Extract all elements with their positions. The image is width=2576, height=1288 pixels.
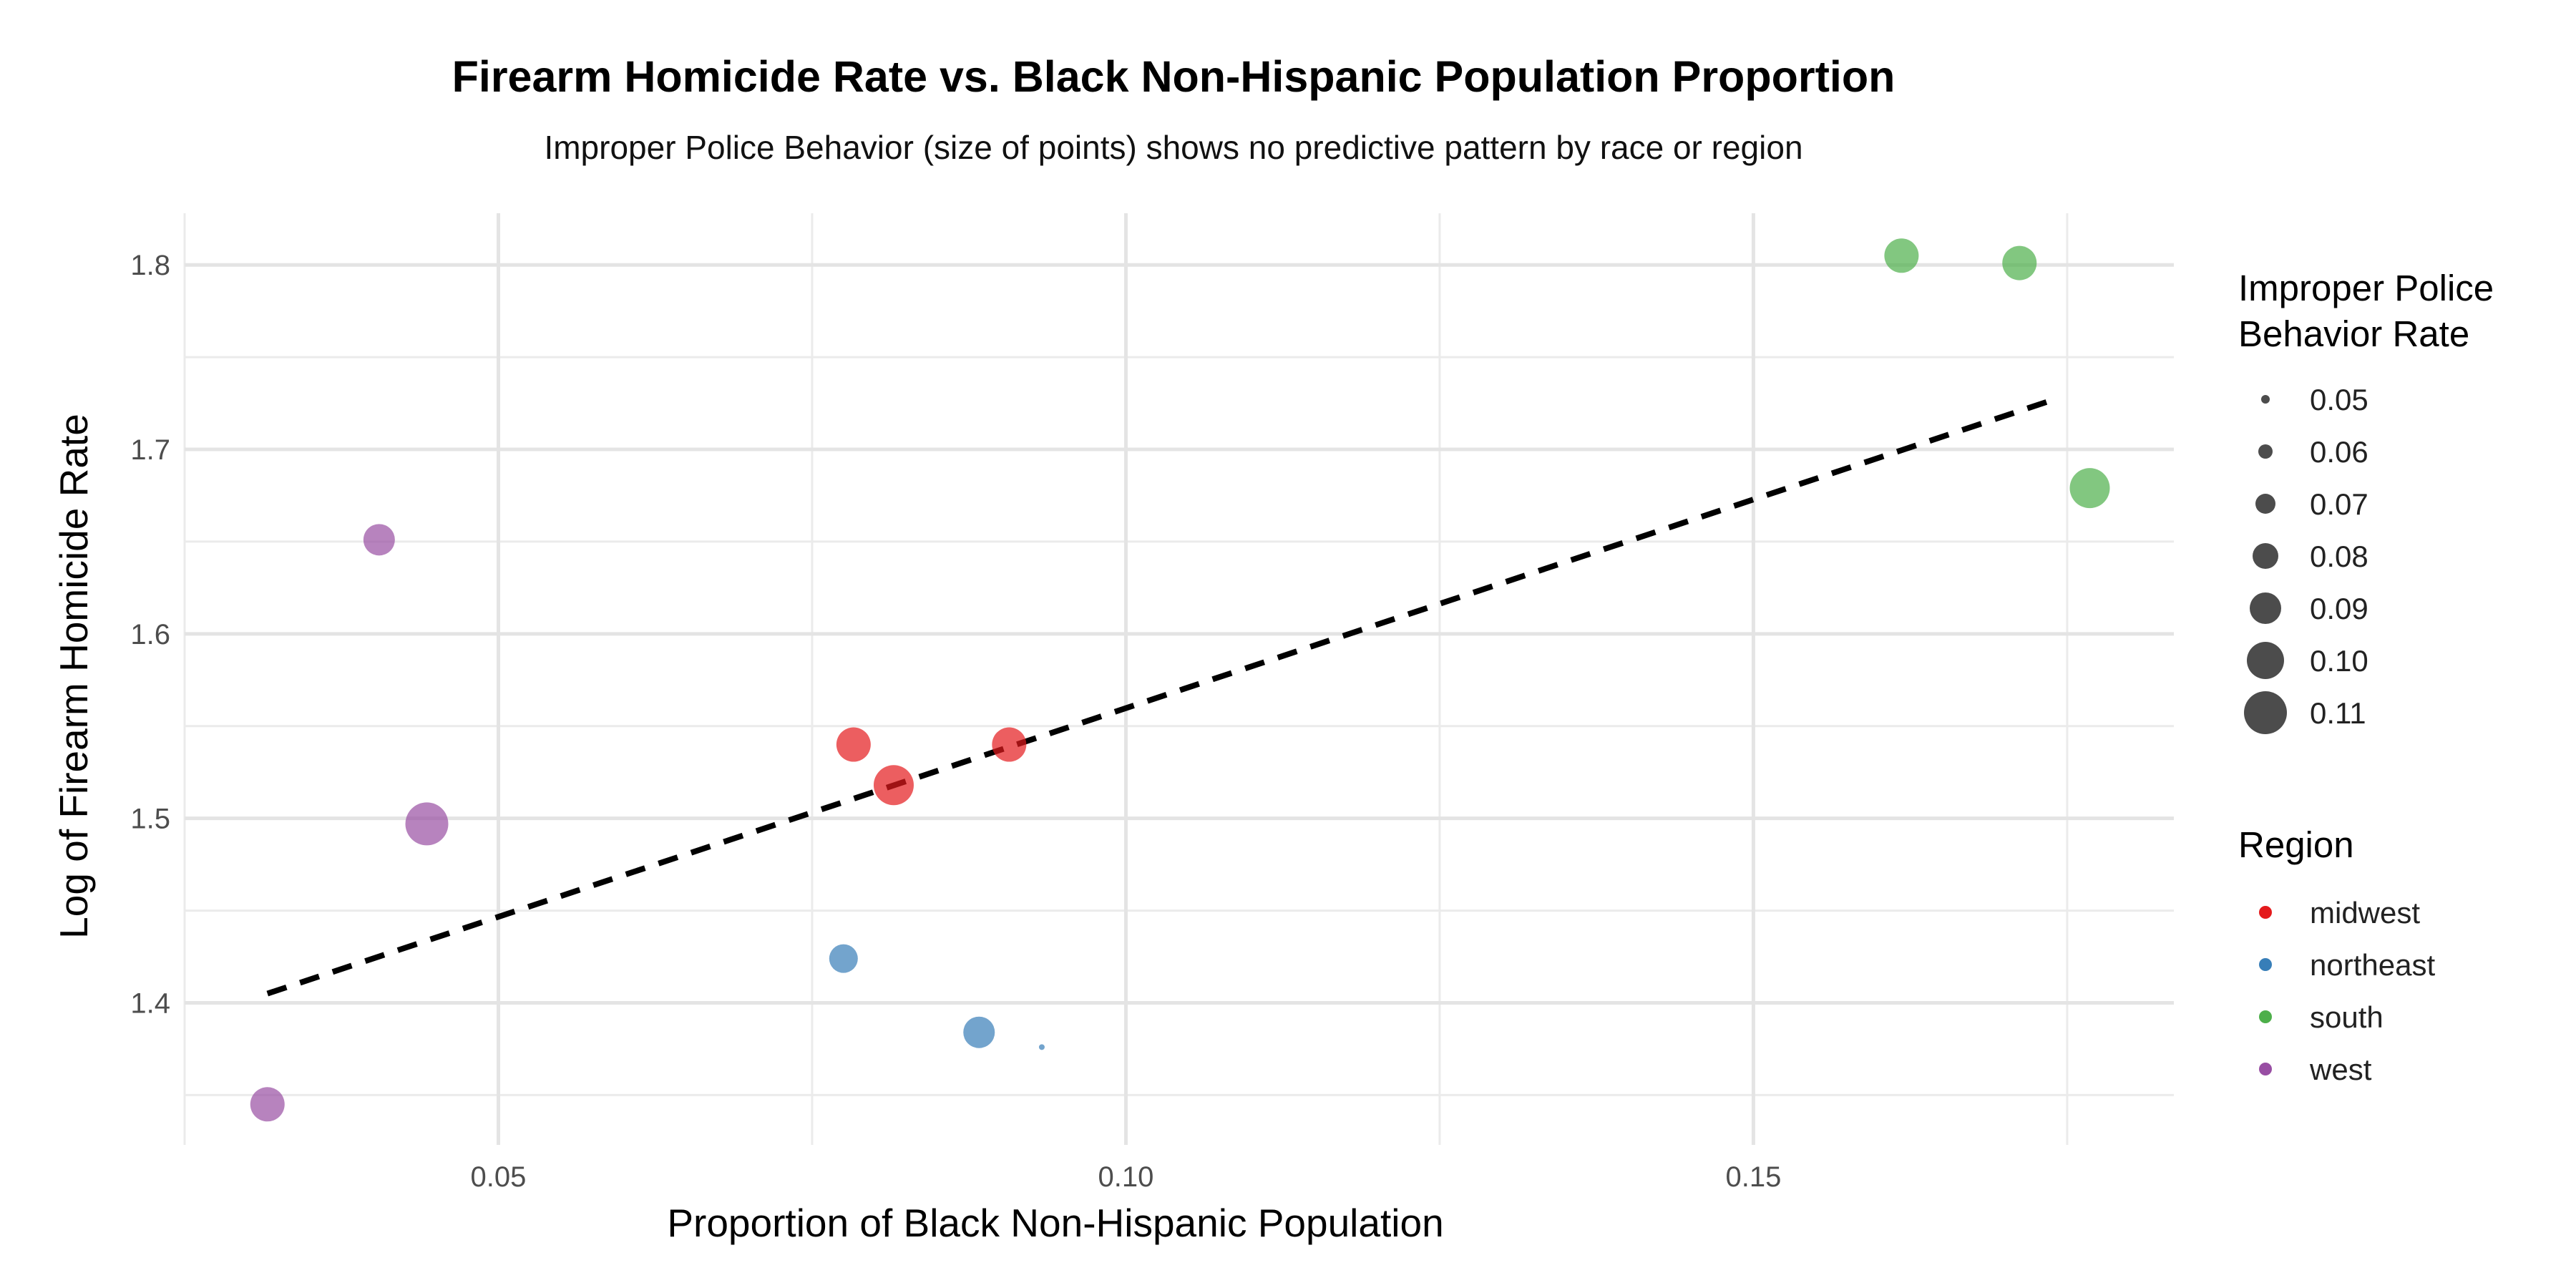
color-legend-label: northeast <box>2310 948 2435 982</box>
size-legend-label: 0.08 <box>2310 540 2368 573</box>
data-point-west <box>363 524 395 556</box>
size-legend-key <box>2255 494 2275 514</box>
size-legend-items: 0.05 0.06 0.07 0.08 0.09 0.10 0.11 <box>2244 383 2368 734</box>
color-legend-key-west <box>2259 1063 2272 1075</box>
data-point-midwest <box>873 765 914 806</box>
data-points <box>250 238 2110 1122</box>
x-axis-title: Proportion of Black Non-Hispanic Populat… <box>667 1201 1443 1245</box>
y-tick-label: 1.5 <box>130 804 170 835</box>
color-legend-key-midwest <box>2259 906 2272 919</box>
data-point-northeast <box>1038 1044 1045 1050</box>
minor-gridlines <box>183 213 2174 1145</box>
color-legend-title: Region <box>2238 824 2354 865</box>
size-legend-key <box>2258 444 2273 459</box>
x-tick-label: 0.15 <box>1725 1161 1781 1193</box>
color-legend-label: south <box>2310 1000 2384 1034</box>
data-point-west <box>250 1087 285 1122</box>
size-legend-label: 0.07 <box>2310 487 2368 521</box>
trend-line-layer <box>266 399 2049 997</box>
size-legend-key <box>2250 592 2281 624</box>
size-legend-label: 0.11 <box>2310 696 2366 730</box>
chart-title: Firearm Homicide Rate vs. Black Non-Hisp… <box>452 52 1896 101</box>
y-tick-label: 1.4 <box>130 987 170 1019</box>
chart-subtitle: Improper Police Behavior (size of points… <box>544 129 1802 166</box>
y-tick-label: 1.6 <box>130 619 170 650</box>
color-legend-items: midwest northeast south west <box>2259 896 2435 1086</box>
data-point-northeast <box>829 944 858 973</box>
size-legend-key <box>2244 691 2287 734</box>
size-legend-label: 0.05 <box>2310 383 2368 416</box>
color-legend-key-south <box>2259 1010 2272 1023</box>
y-axis-tick-labels: 1.4 1.5 1.6 1.7 1.8 <box>130 250 170 1019</box>
size-legend-key <box>2261 395 2270 404</box>
size-legend-label: 0.06 <box>2310 435 2368 469</box>
color-legend-label: midwest <box>2310 896 2420 930</box>
size-legend: Improper Police Behavior Rate 0.050.060.… <box>2238 268 2494 734</box>
data-point-south <box>2002 245 2037 280</box>
color-legend-key-northeast <box>2259 958 2272 971</box>
color-legend: Region midwest northeast south west <box>2238 824 2435 1086</box>
data-point-south <box>1884 238 1919 273</box>
y-axis-title: Log of Firearm Homicide Rate <box>52 414 96 939</box>
x-axis-tick-labels: 0.05 0.10 0.15 <box>471 1161 1782 1193</box>
size-legend-title-line-1: Improper Police <box>2238 268 2494 308</box>
size-legend-title-line-2: Behavior Rate <box>2238 313 2469 354</box>
size-legend-key <box>2253 543 2278 569</box>
trend-line <box>266 399 2049 997</box>
data-point-midwest <box>836 727 871 762</box>
y-tick-label: 1.8 <box>130 250 170 281</box>
data-point-northeast <box>963 1016 995 1048</box>
x-tick-label: 0.05 <box>471 1161 527 1193</box>
major-gridlines <box>185 213 2174 1145</box>
size-legend-key <box>2247 642 2284 679</box>
data-point-west <box>405 802 449 846</box>
x-tick-label: 0.10 <box>1098 1161 1154 1193</box>
size-legend-label: 0.09 <box>2310 592 2368 625</box>
data-point-south <box>2069 468 2110 509</box>
color-legend-label: west <box>2309 1053 2372 1086</box>
y-tick-label: 1.7 <box>130 434 170 466</box>
data-point-midwest <box>992 727 1027 762</box>
size-legend-label: 0.10 <box>2310 644 2368 678</box>
